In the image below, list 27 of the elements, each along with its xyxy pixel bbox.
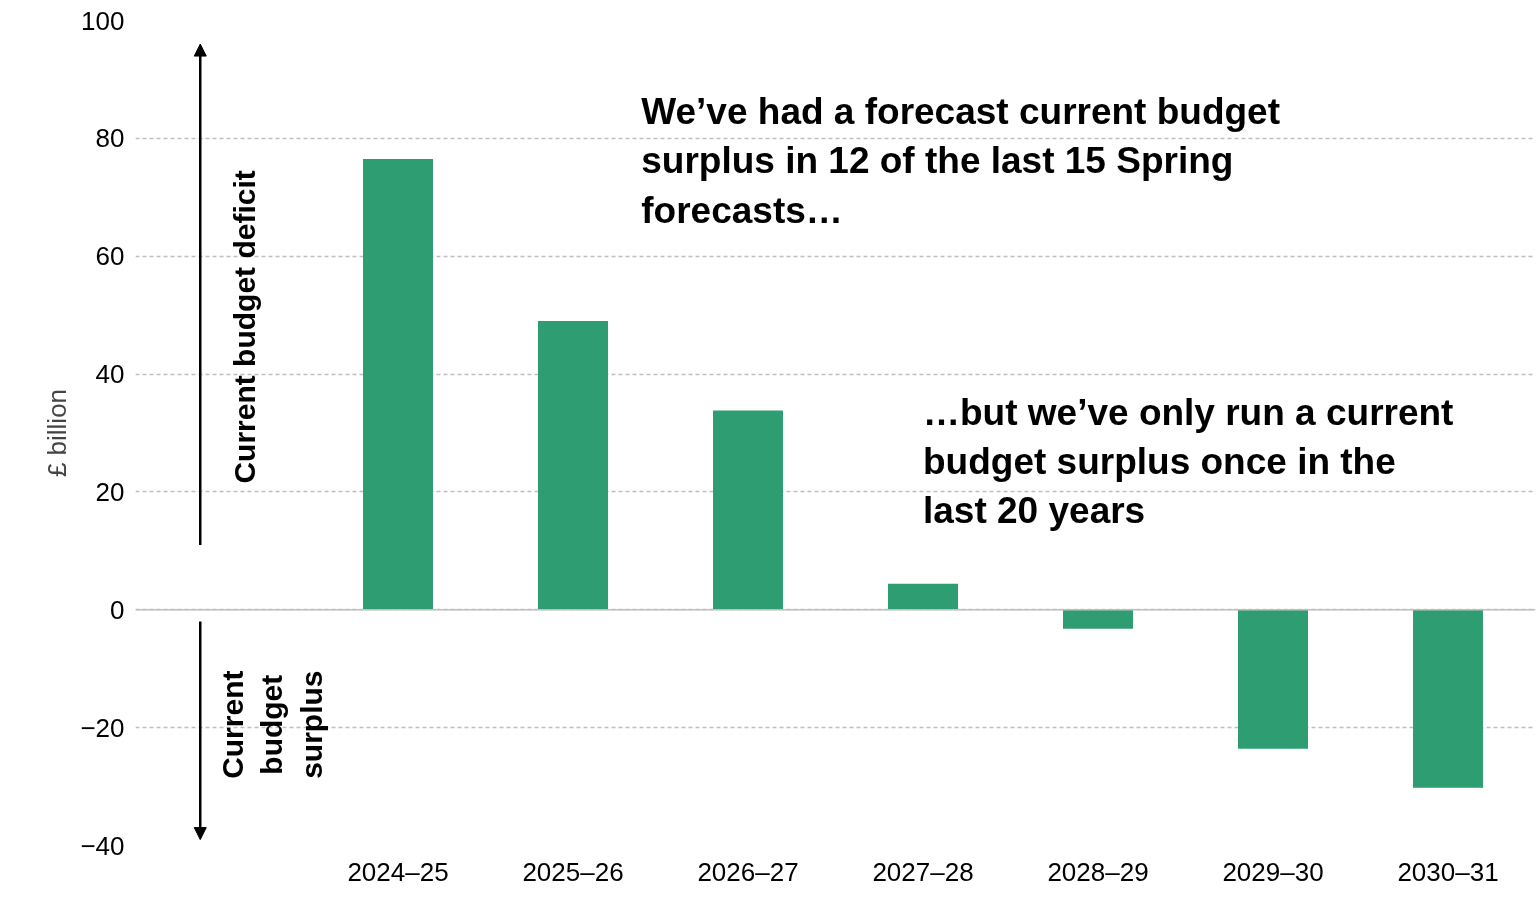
bar [888, 583, 958, 610]
bar [713, 410, 783, 610]
bar [363, 158, 433, 610]
y-tick-label: 40 [95, 359, 125, 390]
bar [1238, 609, 1308, 749]
y-tick-label: −40 [80, 830, 125, 861]
x-tick-label: 2029–30 [1222, 856, 1324, 887]
annotation: …but we’ve only run a current budget surplus once in the last 20 years [923, 391, 1454, 532]
y-tick-label: −20 [80, 712, 125, 743]
annotation: Current budget deficit [227, 170, 261, 484]
y-tick-label: 80 [95, 123, 125, 154]
bar [538, 321, 608, 610]
x-tick-label: 2030–31 [1397, 856, 1499, 887]
annotation: Current budget surplus [215, 670, 329, 779]
x-tick-label: 2027–28 [872, 856, 974, 887]
y-tick-label: 0 [110, 594, 125, 625]
bar [1413, 609, 1483, 788]
x-tick-label: 2028–29 [1047, 856, 1149, 887]
y-axis-title: £ billion [42, 388, 73, 478]
x-tick-label: 2025–26 [522, 856, 624, 887]
y-tick-label: 60 [95, 241, 125, 272]
x-tick-label: 2026–27 [697, 856, 799, 887]
annotation: We’ve had a forecast current budget surplus in 12 of the last 15 Spring forecasts… [641, 91, 1281, 231]
y-tick-label: 100 [81, 5, 125, 36]
bar [1063, 609, 1133, 629]
x-tick-label: 2024–25 [347, 856, 449, 887]
y-tick-label: 20 [95, 476, 125, 507]
